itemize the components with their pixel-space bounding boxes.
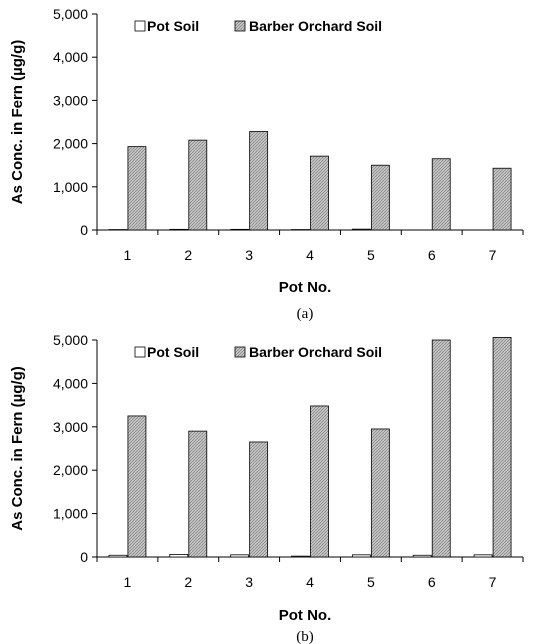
x-tick-label: 5 bbox=[367, 574, 375, 590]
y-tick-label: 5,000 bbox=[53, 6, 88, 22]
bar-pot-soil bbox=[351, 554, 371, 558]
bar-pot-soil bbox=[169, 228, 189, 231]
x-axis-title: Pot No. bbox=[279, 607, 332, 624]
bar-barber-orchard-soil bbox=[492, 336, 512, 558]
y-axis-title: As Conc. in Fern (µg/g) bbox=[9, 40, 26, 204]
bar-barber-orchard-soil bbox=[310, 155, 329, 231]
legend-label-pot-soil: Pot Soil bbox=[147, 18, 199, 34]
y-tick-label: 4,000 bbox=[53, 49, 88, 65]
x-tick-label: 1 bbox=[124, 574, 132, 590]
bar-barber-orchard-soil bbox=[370, 164, 390, 231]
legend-swatch-barber-orchard-soil bbox=[234, 20, 246, 32]
y-tick-label: 0 bbox=[80, 549, 88, 565]
legend-label-barber-orchard-soil: Barber Orchard Soil bbox=[249, 18, 382, 34]
x-tick-label: 7 bbox=[489, 574, 497, 590]
y-tick-label: 0 bbox=[80, 222, 88, 238]
legend-swatch-barber-orchard-soil bbox=[234, 346, 246, 358]
bar-barber-orchard-soil bbox=[310, 405, 329, 558]
bar-barber-orchard-soil bbox=[188, 430, 208, 558]
y-tick-label: 2,000 bbox=[53, 462, 88, 478]
legend-label-pot-soil: Pot Soil bbox=[147, 344, 199, 360]
bar-barber-orchard-soil bbox=[127, 415, 147, 558]
bar-pot-soil bbox=[108, 554, 128, 558]
y-tick-label: 5,000 bbox=[53, 332, 88, 348]
x-tick-label: 6 bbox=[428, 247, 436, 263]
legend-swatch-pot-soil bbox=[134, 346, 146, 358]
x-tick-label: 3 bbox=[245, 574, 253, 590]
y-axis-title: As Conc. in Fern (µg/g) bbox=[9, 366, 26, 530]
x-tick-label: 6 bbox=[428, 574, 436, 590]
y-tick-label: 3,000 bbox=[53, 92, 88, 108]
x-tick-label: 2 bbox=[184, 247, 192, 263]
y-tick-label: 2,000 bbox=[53, 136, 88, 152]
bar-barber-orchard-soil bbox=[431, 339, 451, 558]
y-tick-label: 1,000 bbox=[53, 179, 88, 195]
bar-barber-orchard-soil bbox=[249, 441, 269, 558]
bar-pot-soil bbox=[351, 228, 371, 231]
x-tick-label: 4 bbox=[306, 574, 314, 590]
bar-pot-soil bbox=[412, 554, 432, 558]
bar-barber-orchard-soil bbox=[492, 167, 512, 231]
bar-pot-soil bbox=[473, 554, 493, 558]
y-tick-label: 1,000 bbox=[53, 506, 88, 522]
x-tick-label: 4 bbox=[306, 247, 314, 263]
x-axis-title: Pot No. bbox=[279, 279, 332, 296]
bar-barber-orchard-soil bbox=[431, 158, 451, 231]
x-tick-label: 3 bbox=[245, 247, 253, 263]
bar-pot-soil bbox=[230, 228, 250, 231]
panel-caption: (b) bbox=[296, 629, 314, 644]
bar-barber-orchard-soil bbox=[127, 146, 147, 231]
y-tick-label: 4,000 bbox=[53, 375, 88, 391]
legend-swatch-pot-soil bbox=[134, 20, 146, 32]
x-tick-label: 7 bbox=[489, 247, 497, 263]
panel-caption: (a) bbox=[297, 306, 314, 322]
x-tick-label: 5 bbox=[367, 247, 375, 263]
x-tick-label: 2 bbox=[184, 574, 192, 590]
bar-barber-orchard-soil bbox=[249, 131, 269, 231]
x-tick-label: 1 bbox=[124, 247, 132, 263]
bar-pot-soil bbox=[169, 553, 189, 558]
y-tick-label: 3,000 bbox=[53, 419, 88, 435]
bar-barber-orchard-soil bbox=[188, 139, 208, 231]
bar-pot-soil bbox=[230, 554, 250, 558]
legend-label-barber-orchard-soil: Barber Orchard Soil bbox=[249, 344, 382, 360]
bar-pot-soil bbox=[291, 555, 310, 558]
bar-barber-orchard-soil bbox=[370, 428, 390, 558]
